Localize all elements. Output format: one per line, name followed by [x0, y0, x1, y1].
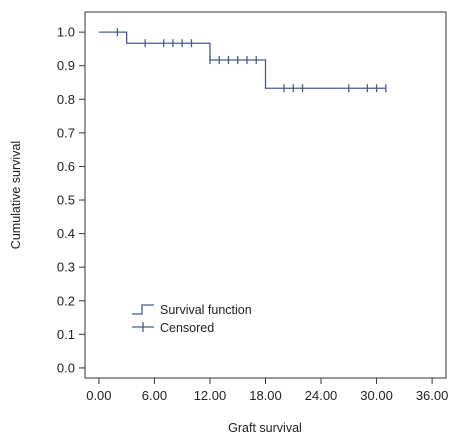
legend: Survival function Censored [132, 303, 252, 335]
x-tick-label: 6.00 [142, 388, 167, 403]
x-axis-title: Graft survival [228, 421, 302, 435]
x-tick-label: 12.00 [194, 388, 227, 403]
x-tick-label: 18.00 [249, 388, 282, 403]
y-tick-label: 0.6 [57, 159, 75, 174]
x-tick-label: 0.00 [86, 388, 111, 403]
y-tick-label: 0.0 [57, 360, 75, 375]
survival-function-line [98, 31, 386, 89]
y-tick-label: 0.8 [57, 92, 75, 107]
y-tick-label: 0.2 [57, 293, 75, 308]
y-axis-title: Cumulative survival [9, 141, 23, 249]
x-tick-label: 24.00 [305, 388, 338, 403]
y-tick-label: 0.1 [57, 327, 75, 342]
series-layer [98, 28, 387, 93]
legend-censored-label: Censored [160, 321, 214, 335]
x-tick-label: 36.00 [416, 388, 449, 403]
y-tick-label: 0.4 [57, 226, 75, 241]
y-tick-label: 0.5 [57, 193, 75, 208]
legend-survival-swatch [132, 304, 154, 315]
y-axis: 0.0 0.1 0.2 0.3 0.4 0.5 0.6 0.7 0.8 0.9 1.0 [57, 25, 85, 375]
x-axis: 0.00 6.00 12.00 18.00 24.00 30.00 36.00 [86, 378, 448, 403]
x-tick-label: 30.00 [360, 388, 393, 403]
y-tick-label: 1.0 [57, 25, 75, 40]
legend-survival-label: Survival function [160, 303, 252, 317]
y-tick-label: 0.9 [57, 58, 75, 73]
y-tick-label: 0.3 [57, 260, 75, 275]
y-tick-label: 0.7 [57, 125, 75, 140]
